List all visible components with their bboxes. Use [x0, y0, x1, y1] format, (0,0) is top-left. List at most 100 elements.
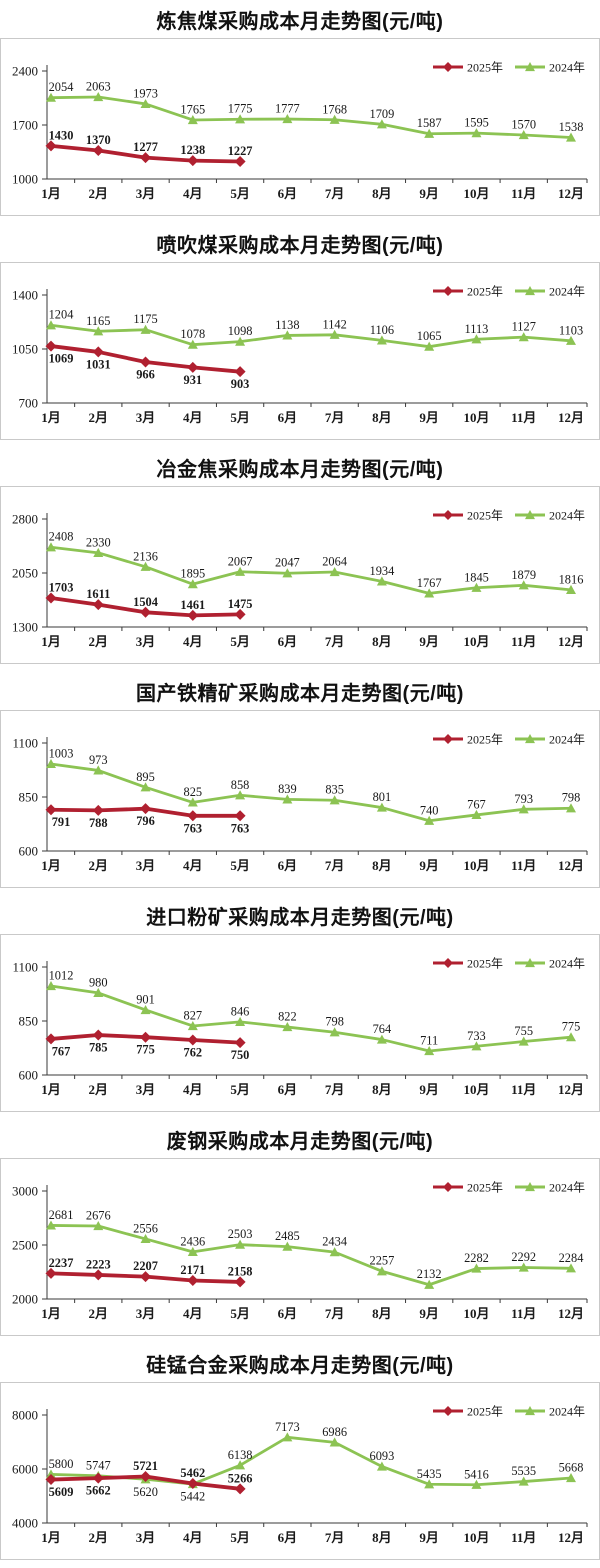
- data-label-2024年: 5416: [464, 1467, 489, 1481]
- data-label-2025年: 5462: [180, 1466, 205, 1480]
- x-tick-label-1月: 1月: [41, 1530, 61, 1545]
- x-tick-label-5月: 5月: [230, 858, 250, 873]
- data-label-2024年: 7173: [275, 1420, 300, 1434]
- x-tick-label-6月: 6月: [278, 186, 298, 201]
- data-point-marker: [46, 1220, 56, 1230]
- chart-section-6: 废钢采购成本月走势图(元/吨) 2000 2500 3000 1月 2月 3月 4月 5月 6月…: [0, 1120, 600, 1344]
- chart-section-4: 国产铁精矿采购成本月走势图(元/吨) 600 850 1100 1月 2月 3月 4月 5月 6…: [0, 672, 600, 896]
- data-point-marker: [234, 608, 246, 620]
- x-tick-label-10月: 10月: [463, 186, 489, 201]
- data-label-2025年: 5721: [133, 1459, 158, 1473]
- data-label-2025年: 1277: [133, 140, 158, 154]
- data-label-2025年: 1475: [228, 597, 253, 611]
- data-point-marker: [92, 804, 104, 816]
- y-tick-label: 1100: [12, 736, 38, 751]
- data-label-2024年: 1138: [275, 318, 299, 332]
- chart-section-7: 硅锰合金采购成本月走势图(元/吨) 4000 6000 8000 1月 2月 3月 4月 5月…: [0, 1344, 600, 1568]
- data-point-marker: [424, 588, 435, 598]
- data-label-2024年: 793: [514, 792, 533, 806]
- data-point-marker: [187, 114, 198, 125]
- series-2024年-line: [46, 542, 576, 598]
- data-point-marker: [187, 1246, 198, 1257]
- data-label-2024年: 711: [420, 1034, 438, 1048]
- data-point-marker: [93, 1220, 104, 1231]
- data-label-2025年: 2158: [228, 1264, 253, 1278]
- data-point-marker: [93, 547, 104, 557]
- chart-title: 硅锰合金采购成本月走势图(元/吨): [146, 1354, 454, 1377]
- data-point-marker: [566, 1032, 576, 1042]
- legend-marker-diamond: [443, 510, 453, 520]
- data-point-marker: [566, 132, 576, 142]
- x-tick-label-10月: 10月: [463, 634, 489, 649]
- data-point-marker: [234, 155, 246, 167]
- x-tick-label-9月: 9月: [419, 1082, 439, 1097]
- data-label-2024年: 5620: [133, 1485, 158, 1499]
- data-point-marker: [329, 329, 340, 339]
- y-tick-label: 8000: [12, 1408, 38, 1423]
- series-2025年-line: [45, 340, 246, 378]
- data-point-marker: [566, 1263, 576, 1273]
- x-tick-label-7月: 7月: [325, 1530, 345, 1545]
- data-label-2024年: 839: [278, 782, 297, 796]
- data-label-2025年: 763: [231, 821, 250, 835]
- data-point-marker: [376, 802, 387, 812]
- data-label-2024年: 1777: [275, 102, 300, 116]
- data-label-2024年: 2330: [86, 535, 111, 549]
- data-point-marker: [187, 609, 199, 621]
- x-tick-label-4月: 4月: [183, 410, 203, 425]
- data-point-marker: [235, 1016, 246, 1026]
- data-point-marker: [424, 815, 435, 825]
- data-label-2024年: 1175: [133, 312, 157, 326]
- data-point-marker: [234, 810, 246, 822]
- x-tick-label-1月: 1月: [41, 186, 61, 201]
- data-point-marker: [140, 324, 151, 334]
- data-label-2025年: 903: [231, 377, 250, 391]
- data-label-2024年: 2556: [133, 1221, 158, 1235]
- series-2025年-line: [45, 140, 246, 167]
- legend-label: 2024年: [549, 285, 585, 299]
- data-point-marker: [45, 1033, 57, 1045]
- data-label-2024年: 1816: [559, 572, 584, 586]
- data-label-2024年: 2408: [49, 530, 74, 544]
- data-label-2024年: 5747: [86, 1458, 111, 1472]
- data-point-marker: [424, 1479, 435, 1489]
- data-point-marker: [140, 356, 152, 368]
- data-label-2024年: 5535: [511, 1464, 536, 1478]
- x-tick-label-1月: 1月: [41, 1082, 61, 1097]
- series-2024年-line: [46, 1220, 576, 1289]
- data-point-marker: [566, 1472, 576, 1483]
- x-tick-label-9月: 9月: [419, 410, 439, 425]
- y-tick-label: 1700: [12, 118, 38, 133]
- x-tick-label-11月: 11月: [511, 1082, 536, 1097]
- data-label-2024年: 2434: [322, 1235, 347, 1249]
- x-tick-label-9月: 9月: [419, 1306, 439, 1321]
- chart-box: 600 850 1100 1月 2月 3月 4月 5月 6月 7月 8月 9月 10月 11月 12月 767…: [0, 934, 600, 1112]
- legend-item-2025年: 2025年: [433, 957, 503, 971]
- y-tick-label: 2000: [12, 1292, 38, 1307]
- x-tick-label-3月: 3月: [136, 186, 156, 201]
- data-label-2024年: 1767: [417, 576, 442, 590]
- legend-label: 2025年: [467, 285, 503, 299]
- data-label-2024年: 858: [231, 778, 250, 792]
- data-label-2024年: 1765: [180, 102, 205, 116]
- legend-item-2024年: 2024年: [515, 285, 585, 299]
- data-point-marker: [92, 599, 104, 611]
- data-label-2025年: 2171: [180, 1263, 205, 1277]
- y-tick-label: 1000: [12, 172, 38, 187]
- x-tick-label-7月: 7月: [325, 1306, 345, 1321]
- data-label-2025年: 1703: [49, 580, 74, 594]
- x-tick-label-11月: 11月: [511, 410, 536, 425]
- data-point-marker: [282, 114, 293, 124]
- x-tick-label-4月: 4月: [183, 186, 203, 201]
- x-tick-label-4月: 4月: [183, 634, 203, 649]
- data-label-2024年: 2292: [511, 1250, 536, 1264]
- series-2025年-line: [45, 592, 246, 621]
- data-label-2024年: 1113: [465, 322, 489, 336]
- series-2024年-line: [46, 981, 576, 1056]
- axes: [42, 65, 588, 183]
- x-tick-label-3月: 3月: [136, 410, 156, 425]
- y-tick-label: 600: [19, 1068, 39, 1083]
- chart-svg: 600 850 1100 1月 2月 3月 4月 5月 6月 7月 8月 9月 10月 11月 12月 791…: [12, 733, 588, 873]
- x-tick-label-8月: 8月: [372, 1530, 392, 1545]
- x-tick-label-12月: 12月: [558, 1306, 584, 1321]
